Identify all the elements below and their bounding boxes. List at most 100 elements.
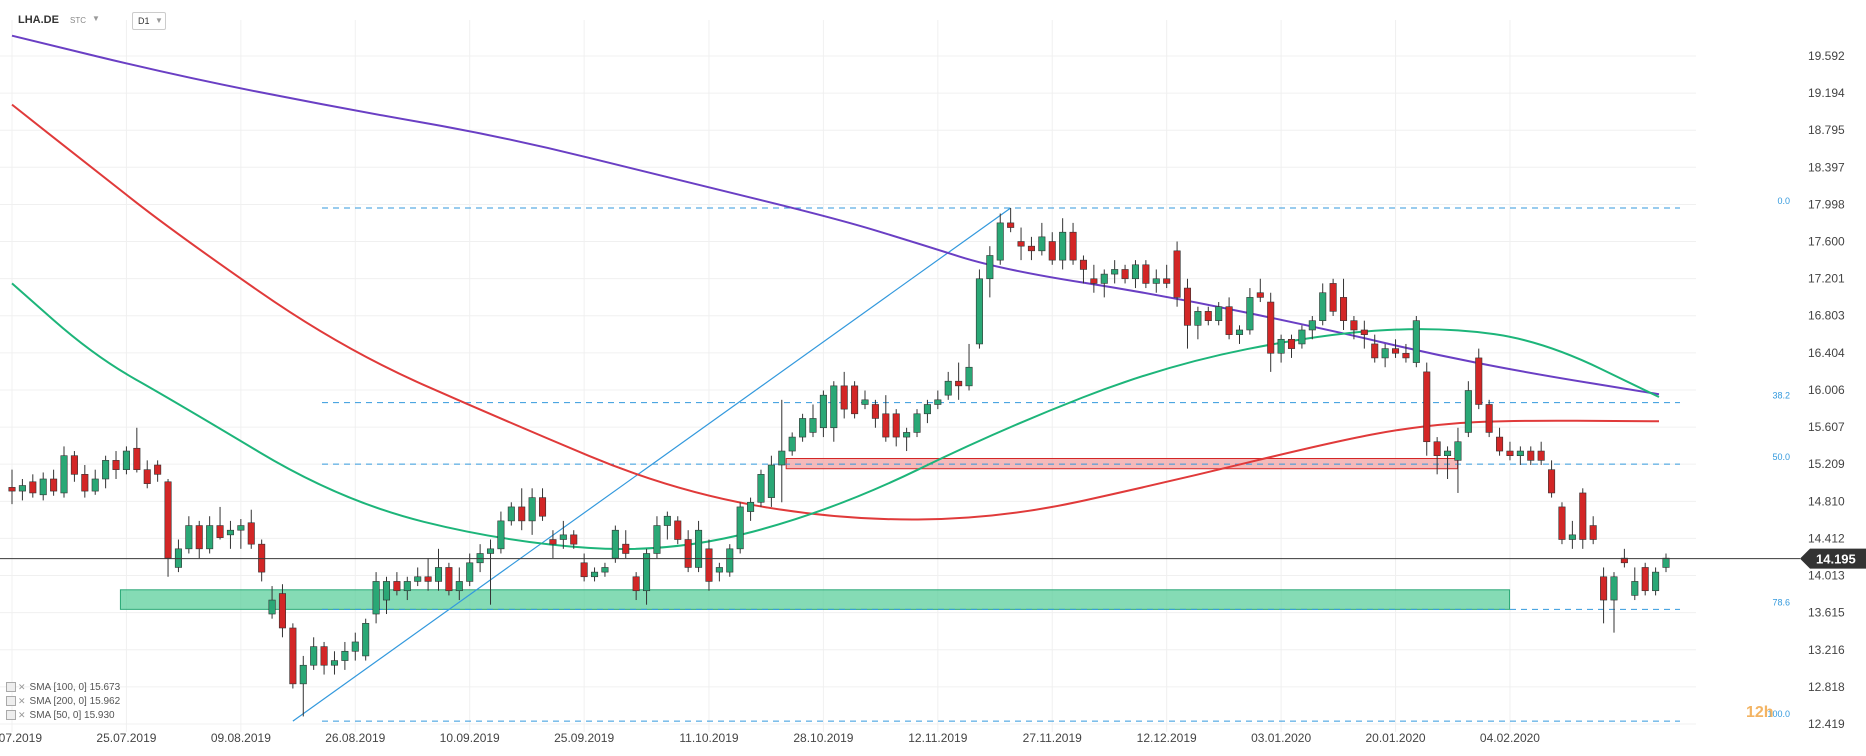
fib-level-label: 50.0: [1772, 452, 1790, 462]
y-tick-label: 14.810: [1808, 494, 1845, 508]
candle-body: [580, 562, 588, 578]
candle-body: [830, 385, 838, 429]
candle-body: [466, 562, 474, 582]
x-tick-label: 03.01.2020: [1251, 731, 1311, 745]
candle-body: [1464, 390, 1472, 433]
candle-body: [1548, 469, 1556, 494]
candle-body: [1360, 329, 1368, 335]
candle-body: [622, 543, 630, 554]
candle-body: [955, 380, 963, 387]
timeframe-label: D1: [138, 16, 150, 26]
candle-body: [1558, 506, 1566, 540]
candle-body: [185, 525, 193, 550]
x-tick-label: 11.10.2019: [679, 731, 738, 745]
legend-item[interactable]: ✕ SMA [200, 0] 15.962: [6, 694, 120, 708]
market-label[interactable]: STC: [70, 16, 86, 25]
candle-body: [424, 576, 432, 582]
candle-body: [1090, 278, 1098, 284]
candle-body: [226, 529, 234, 536]
candle-body: [1287, 338, 1296, 349]
sma-line: [11, 282, 1660, 551]
fib-level-label: 0.0: [1777, 196, 1790, 206]
y-tick-label: 19.194: [1808, 86, 1845, 100]
candle-body: [1537, 450, 1545, 461]
candle-body: [216, 525, 224, 538]
candle-body: [1589, 525, 1597, 540]
fib-level-label: 38.2: [1772, 391, 1790, 401]
y-tick-label: 12.818: [1808, 680, 1845, 694]
candle-body: [8, 487, 16, 492]
y-tick-label: 19.592: [1808, 49, 1845, 63]
legend-item[interactable]: ✕ SMA [100, 0] 15.673: [6, 680, 120, 694]
remove-icon[interactable]: ✕: [18, 681, 26, 692]
candle-body: [747, 501, 755, 512]
x-tick-label: 25.09.2019: [554, 731, 614, 745]
candle-body: [133, 447, 141, 470]
fibonacci-levels: 0.0 38.2 50.0 78.6 100.0: [322, 196, 1790, 722]
candle-body: [1142, 264, 1150, 284]
candle-body: [330, 660, 339, 666]
candle-body: [50, 478, 58, 492]
candle-body: [1121, 269, 1129, 280]
y-tick-label: 16.006: [1808, 383, 1845, 397]
x-tick-label: 26.08.2019: [325, 731, 385, 745]
candle-body: [1235, 329, 1244, 335]
last-price-line: 14.195: [0, 548, 1866, 569]
candle-body: [663, 515, 671, 526]
fib-trendline: [292, 207, 1011, 722]
candle-body: [1631, 581, 1639, 596]
candle-body: [1371, 343, 1379, 359]
candle-body: [18, 485, 26, 492]
remove-icon[interactable]: ✕: [18, 695, 26, 706]
candle-body: [237, 525, 245, 531]
candle-body: [840, 385, 848, 410]
last-price-label: 14.195: [1816, 552, 1856, 567]
fib-level-label: 78.6: [1772, 597, 1790, 607]
candle-body: [726, 548, 734, 573]
candle-body: [892, 413, 900, 438]
remove-icon[interactable]: ✕: [18, 709, 26, 720]
last-price-tag: [1800, 548, 1866, 569]
symbol-label[interactable]: LHA.DE: [18, 14, 59, 26]
candle-body: [1641, 567, 1649, 592]
candle-body: [944, 380, 952, 396]
x-tick-label: 28.10.2019: [793, 731, 853, 745]
y-tick-label: 17.201: [1808, 272, 1845, 286]
candle-body: [445, 567, 453, 592]
candle-body: [1506, 450, 1514, 457]
candle-body: [1527, 450, 1535, 461]
candle-body: [268, 599, 276, 615]
candle-body: [39, 478, 47, 496]
candle-body: [1392, 348, 1400, 354]
x-tick-label: 27.11.2019: [1023, 731, 1082, 745]
candle-body: [1329, 283, 1337, 312]
timeframe-select[interactable]: D1 ▼: [132, 12, 166, 30]
candle-body: [1381, 348, 1389, 359]
candle-body: [1485, 404, 1493, 433]
grid: [0, 20, 1696, 732]
candle-body: [1496, 436, 1504, 452]
candle-body: [975, 278, 983, 345]
y-tick-label: 14.412: [1808, 531, 1845, 545]
candle-body: [507, 506, 515, 522]
chart-header: LHA.DE STC ▼ D1 ▼: [0, 0, 1866, 36]
y-axis: 19.592 19.194 18.795 18.397 17.998 17.600 17.2…: [1808, 49, 1845, 731]
candle-body: [206, 525, 214, 550]
legend-item[interactable]: ✕ SMA [50, 0] 15.930: [6, 708, 120, 722]
sma-line: [11, 34, 1660, 396]
candle-body: [1100, 273, 1108, 284]
candle-body: [1267, 301, 1275, 354]
candle-body: [143, 469, 151, 484]
indicator-legend: ✕ SMA [100, 0] 15.673 ✕ SMA [200, 0] 15.96…: [6, 680, 120, 722]
candle-body: [1069, 231, 1077, 261]
timeframe-dropdown-icon: ▼: [155, 16, 163, 25]
zones: [119, 457, 1511, 610]
x-tick-label: 12.11.2019: [908, 731, 967, 745]
candle-body: [1059, 231, 1067, 261]
x-tick-label: 12.12.2019: [1137, 731, 1197, 745]
candle-body: [1454, 441, 1462, 461]
candle-body: [382, 581, 391, 601]
market-dropdown-icon[interactable]: ▼: [92, 14, 100, 23]
y-tick-label: 18.397: [1808, 160, 1845, 174]
